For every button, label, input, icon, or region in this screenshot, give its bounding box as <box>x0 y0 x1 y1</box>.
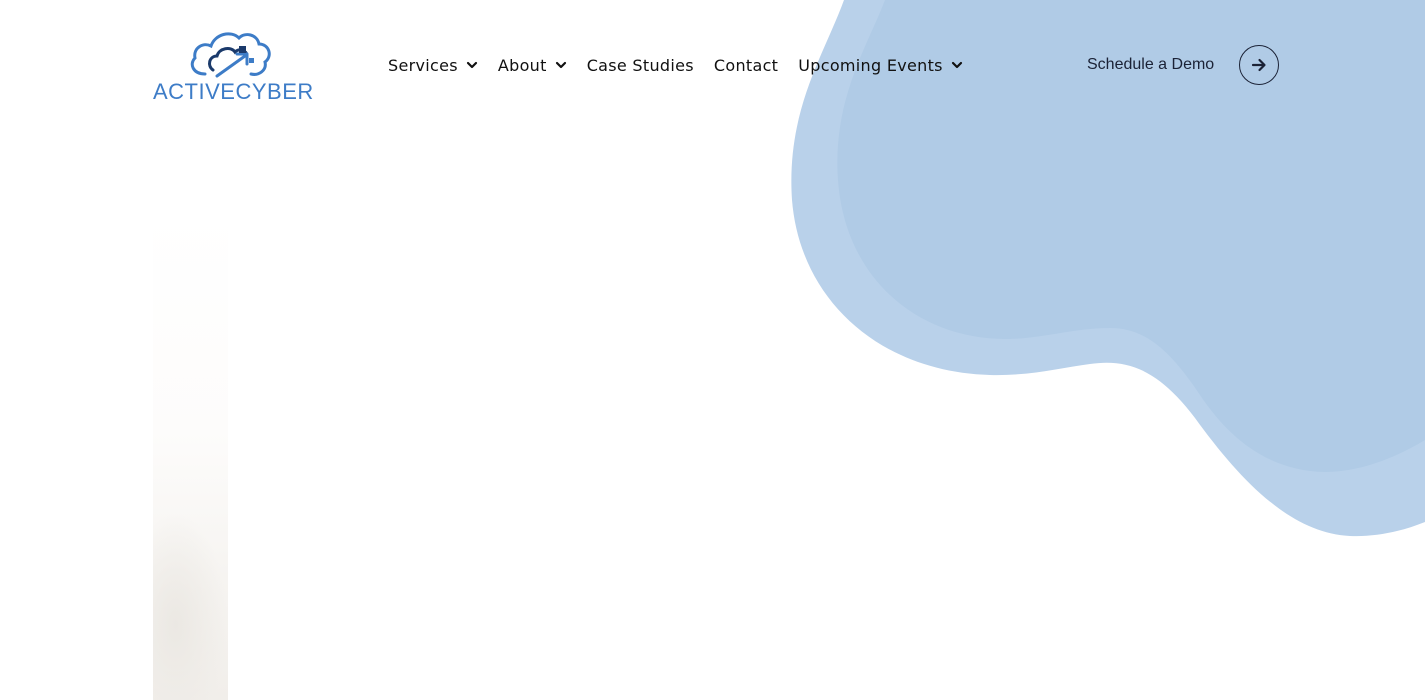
cloud-logo-icon <box>190 32 271 78</box>
nav-item-upcoming-events[interactable]: Upcoming Events <box>798 56 963 75</box>
schedule-demo-label: Schedule a Demo <box>1087 56 1215 73</box>
chevron-down-icon <box>466 61 477 69</box>
brand-wordmark-cyber: CYBER <box>235 79 314 104</box>
nav-item-about[interactable]: About <box>498 56 567 75</box>
nav-item-label: Case Studies <box>586 55 694 75</box>
chevron-down-icon <box>951 61 962 69</box>
nav-item-label: About <box>497 55 547 75</box>
nav-item-services[interactable]: Services <box>388 56 478 75</box>
brand-wordmark-active: ACTIVE <box>153 79 236 104</box>
hero-image-edge <box>153 212 228 700</box>
brand-logo[interactable]: ACTIVECYBER <box>153 26 313 104</box>
nav-item-case-studies[interactable]: Case Studies <box>587 56 694 75</box>
chevron-down-icon <box>555 61 566 69</box>
schedule-demo-circle[interactable] <box>1239 45 1280 85</box>
site-header: ACTIVECYBER Services About Case Studies … <box>0 0 1425 130</box>
schedule-demo-button[interactable]: Schedule a Demo <box>1087 44 1280 86</box>
brand-wordmark: ACTIVECYBER <box>153 79 313 104</box>
nav-item-contact[interactable]: Contact <box>714 56 778 75</box>
main-navigation: Services About Case Studies Contact Upco… <box>388 52 963 78</box>
nav-item-label: Contact <box>713 55 779 75</box>
nav-item-label: Upcoming Events <box>798 55 943 75</box>
arrow-right-icon <box>1252 58 1266 72</box>
hero-image-shadow <box>153 512 228 700</box>
nav-item-label: Services <box>388 55 458 75</box>
